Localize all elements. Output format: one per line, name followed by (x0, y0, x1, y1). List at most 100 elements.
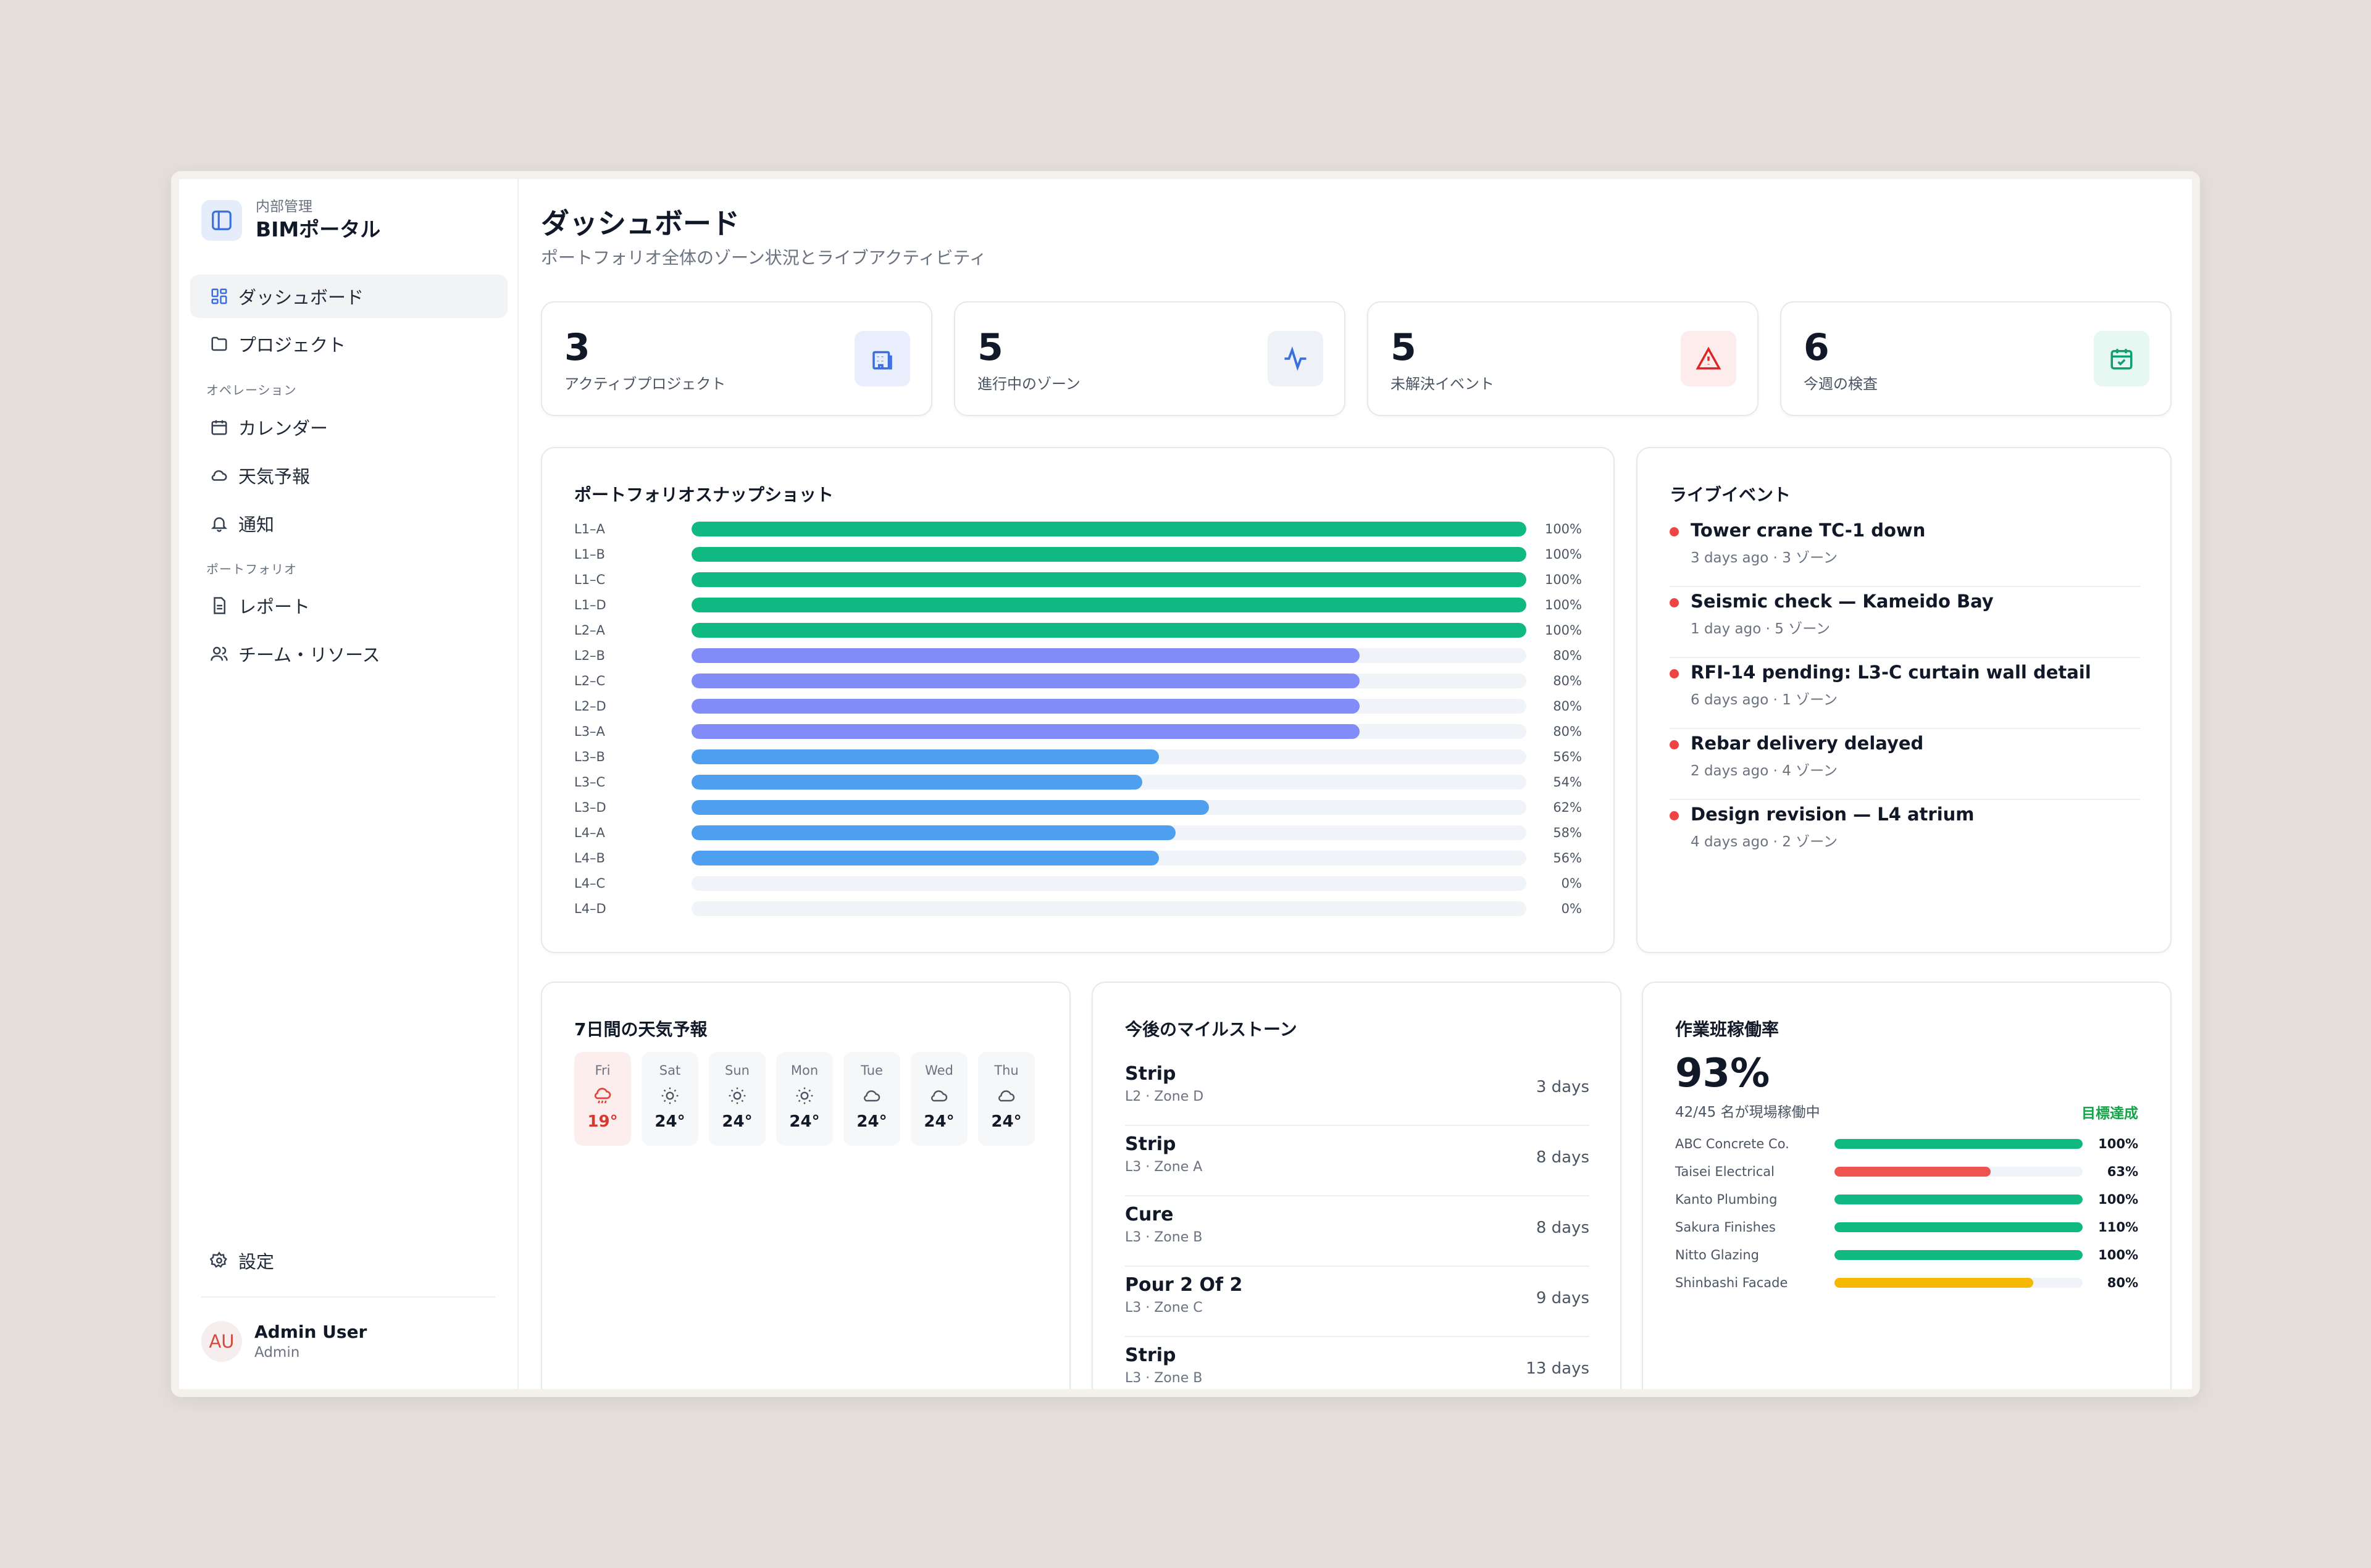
nav-item-notifications[interactable]: 通知 (190, 502, 508, 545)
weather-temp: 24° (654, 1112, 685, 1131)
sidebar-toggle-icon[interactable] (201, 200, 242, 241)
nav-label: 設定 (238, 1251, 275, 1272)
milestone-item[interactable]: Pour 2 Of 2 L3 · Zone C 9 days (1125, 1267, 1589, 1337)
crew-row[interactable]: Sakura Finishes 110% (1675, 1213, 2138, 1241)
sun-icon (795, 1085, 814, 1106)
milestone-days: 9 days (1536, 1289, 1589, 1307)
progress-bar (692, 799, 1210, 815)
nav-item-team[interactable]: チーム・リソース (190, 632, 508, 675)
weather-days: Fri 19° Sat 24° Sun (574, 1052, 1045, 1146)
weather-temp: 24° (722, 1112, 753, 1131)
page-subtitle: ポートフォリオ全体のゾーン状況とライブアクティビティ (541, 248, 987, 268)
folder-icon (211, 336, 227, 351)
progress-percent: 100% (1544, 572, 1582, 587)
snapshot-row[interactable]: L2–B 80% (574, 643, 1584, 668)
snapshot-row[interactable]: L1–A 100% (574, 516, 1584, 541)
rain-icon (593, 1085, 613, 1106)
snapshot-row[interactable]: L4–A 58% (574, 820, 1584, 845)
kpi-label: 未解決イベント (1390, 375, 1494, 393)
weather-temp: 24° (856, 1112, 887, 1131)
crew-name: Nitto Glazing (1675, 1247, 1760, 1262)
status-badge: 目標達成 (2081, 1106, 2138, 1122)
weather-temp: 19° (587, 1112, 618, 1131)
progress-percent: 58% (1553, 825, 1582, 840)
milestone-item[interactable]: Strip L3 · Zone A 8 days (1125, 1126, 1589, 1196)
event-title: Rebar delivery delayed (1691, 733, 1924, 754)
kpi-card-open-events[interactable]: 5 未解決イベント (1367, 301, 1758, 416)
crew-percent: 100% (2098, 1136, 2138, 1151)
milestone-item[interactable]: Strip L2 · Zone D 3 days (1125, 1056, 1589, 1126)
user-menu[interactable]: AU Admin User Admin (201, 1321, 367, 1362)
progress-track (692, 597, 1526, 612)
status-dot (1670, 740, 1679, 749)
weather-day[interactable]: Thu 24° (978, 1052, 1035, 1146)
nav-item-projects[interactable]: プロジェクト (190, 322, 508, 365)
status-dot (1670, 598, 1679, 607)
snapshot-row[interactable]: L4–C 0% (574, 870, 1584, 896)
status-dot (1670, 527, 1679, 536)
milestone-location: L3 · Zone C (1125, 1300, 1203, 1316)
progress-bar (692, 546, 1526, 562)
snapshot-row[interactable]: L3–B 56% (574, 744, 1584, 769)
kpi-label: 今週の検査 (1804, 375, 1878, 393)
grid-icon (211, 288, 227, 304)
kpi-card-active-projects[interactable]: 3 アクティブプロジェクト (541, 301, 932, 416)
nav-item-reports[interactable]: レポート (190, 584, 508, 627)
card-title: 作業班稼働率 (1675, 1019, 1779, 1040)
milestone-item[interactable]: Cure L3 · Zone B 8 days (1125, 1196, 1589, 1267)
crew-row[interactable]: Nitto Glazing 100% (1675, 1241, 2138, 1269)
weather-day-name: Tue (861, 1063, 883, 1078)
nav-item-settings[interactable]: 設定 (190, 1239, 508, 1282)
nav-item-dashboard[interactable]: ダッシュボード (190, 275, 508, 318)
event-item[interactable]: RFI-14 pending: L3-C curtain wall detail… (1670, 658, 2140, 729)
sidebar: 内部管理 BIMポータル ダッシュボード プロジェクト オペレーション カレンダ… (179, 179, 519, 1389)
kpi-card-inspections[interactable]: 6 今週の検査 (1780, 301, 2172, 416)
weather-day[interactable]: Fri 19° (574, 1052, 631, 1146)
snapshot-row[interactable]: L1–B 100% (574, 541, 1584, 567)
milestone-item[interactable]: Strip L3 · Zone B 13 days (1125, 1337, 1589, 1389)
card-title: ポートフォリオスナップショット (574, 485, 834, 505)
weather-day[interactable]: Mon 24° (776, 1052, 833, 1146)
zone-label: L2–C (574, 673, 606, 688)
milestone-location: L3 · Zone A (1125, 1159, 1203, 1175)
brand[interactable]: 内部管理 BIMポータル (201, 198, 380, 243)
progress-bar (692, 850, 1160, 865)
snapshot-row[interactable]: L2–D 80% (574, 693, 1584, 719)
crew-row[interactable]: Taisei Electrical 63% (1675, 1157, 2138, 1185)
snapshot-row[interactable]: L2–A 100% (574, 617, 1584, 643)
progress-track (692, 749, 1526, 764)
snapshot-row[interactable]: L1–D 100% (574, 592, 1584, 617)
crew-row[interactable]: Kanto Plumbing 100% (1675, 1185, 2138, 1213)
progress-bar (692, 521, 1526, 536)
snapshot-row[interactable]: L4–D 0% (574, 896, 1584, 921)
crew-progress-track (1834, 1166, 2083, 1177)
sun-icon (727, 1085, 747, 1106)
nav-item-calendar[interactable]: カレンダー (190, 406, 508, 449)
nav-item-weather[interactable]: 天気予報 (190, 454, 508, 497)
milestone-name: Strip (1125, 1063, 1176, 1085)
snapshot-row[interactable]: L2–C 80% (574, 668, 1584, 693)
snapshot-row[interactable]: L3–A 80% (574, 719, 1584, 744)
kpi-card-active-zones[interactable]: 5 進行中のゾーン (954, 301, 1345, 416)
progress-track (692, 825, 1526, 840)
weather-day[interactable]: Tue 24° (843, 1052, 900, 1146)
weather-day[interactable]: Wed 24° (911, 1052, 968, 1146)
event-item[interactable]: Rebar delivery delayed 2 days ago · 4 ゾー… (1670, 729, 2140, 800)
crew-row[interactable]: ABC Concrete Co. 100% (1675, 1130, 2138, 1157)
snapshot-row[interactable]: L1–C 100% (574, 567, 1584, 592)
snapshot-row[interactable]: L3–C 54% (574, 769, 1584, 794)
crew-name: ABC Concrete Co. (1675, 1136, 1789, 1151)
weather-day[interactable]: Sat 24° (642, 1052, 698, 1146)
snapshot-row[interactable]: L4–B 56% (574, 845, 1584, 870)
event-item[interactable]: Seismic check — Kameido Bay 1 day ago · … (1670, 587, 2140, 658)
weather-day[interactable]: Sun 24° (709, 1052, 766, 1146)
milestone-name: Strip (1125, 1133, 1176, 1155)
sun-icon (660, 1085, 680, 1106)
crew-row[interactable]: Shinbashi Facade 80% (1675, 1269, 2138, 1296)
crew-progress-track (1834, 1138, 2083, 1149)
event-item[interactable]: Tower crane TC-1 down 3 days ago · 3 ゾーン (1670, 516, 2140, 587)
crew-progress-bar (1834, 1277, 2033, 1288)
snapshot-row[interactable]: L3–D 62% (574, 794, 1584, 820)
nav-label: チーム・リソース (238, 644, 380, 665)
event-item[interactable]: Design revision — L4 atrium 4 days ago ·… (1670, 800, 2140, 871)
